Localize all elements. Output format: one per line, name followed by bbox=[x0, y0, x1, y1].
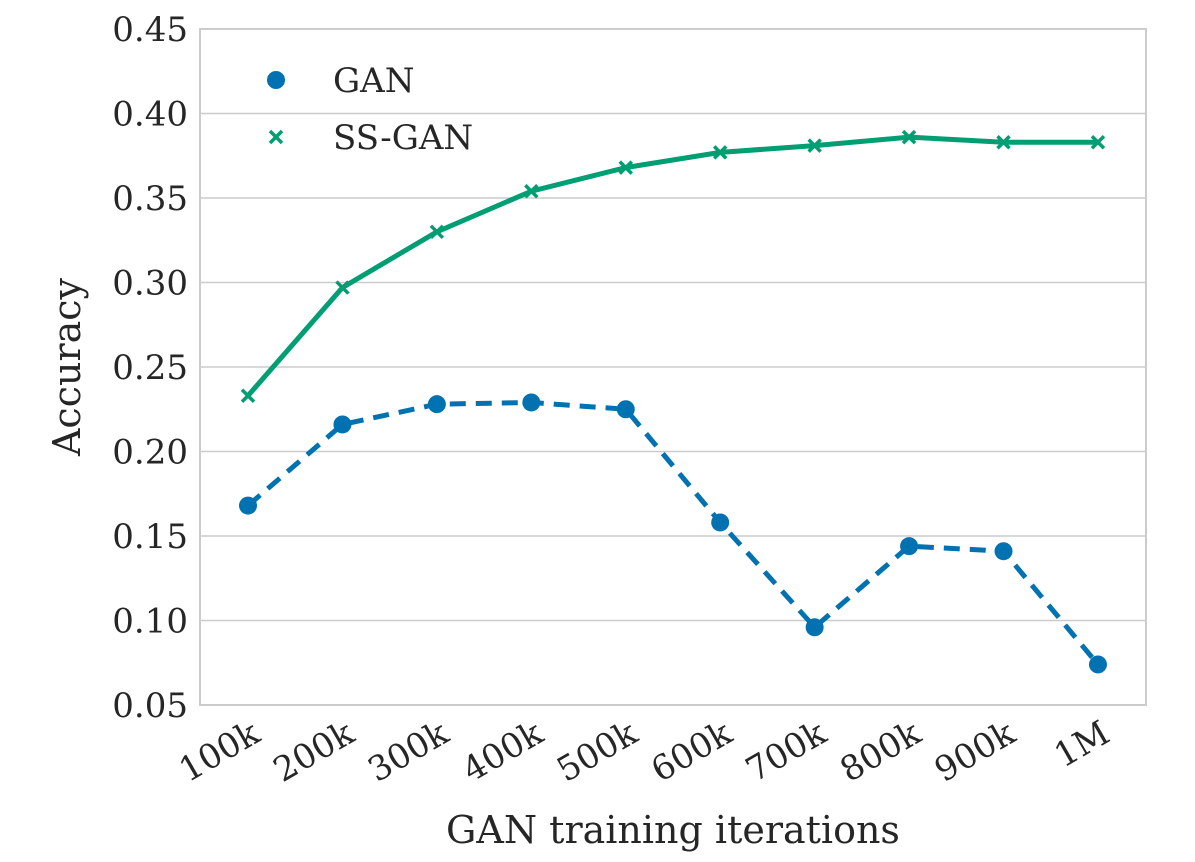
x-tick-label: 600k bbox=[645, 713, 739, 791]
legend: GAN SS-GAN bbox=[267, 61, 473, 158]
data-point bbox=[335, 280, 350, 295]
data-point bbox=[1090, 134, 1106, 150]
data-point bbox=[618, 160, 633, 175]
series-line-ss-gan bbox=[246, 134, 1098, 398]
data-point bbox=[807, 138, 822, 153]
x-tick-label: 500k bbox=[550, 713, 644, 791]
y-tick-label: 0.25 bbox=[112, 348, 188, 388]
plot-frame bbox=[199, 28, 1147, 706]
y-tick-label: 0.40 bbox=[112, 95, 188, 135]
x-axis-label: GAN training iterations bbox=[446, 808, 900, 852]
legend-marker bbox=[267, 71, 285, 89]
data-point bbox=[712, 145, 728, 160]
legend-label: SS-GAN bbox=[333, 118, 473, 158]
data-point bbox=[805, 618, 824, 637]
x-tick-label: 800k bbox=[834, 713, 928, 791]
y-tick-label: 0.30 bbox=[112, 264, 188, 304]
data-point bbox=[901, 129, 917, 145]
y-tick-label: 0.20 bbox=[112, 433, 188, 473]
y-tick-label: 0.05 bbox=[112, 686, 188, 726]
x-tick-label: 900k bbox=[928, 713, 1022, 791]
data-point bbox=[522, 393, 541, 412]
data-point bbox=[711, 513, 730, 532]
series-line-gan bbox=[246, 399, 1100, 667]
x-tick-label: 700k bbox=[739, 713, 833, 791]
legend-marker bbox=[268, 129, 284, 145]
y-tick-label: 0.45 bbox=[112, 10, 188, 50]
data-point bbox=[616, 400, 635, 419]
x-tick-label: 300k bbox=[361, 713, 455, 791]
data-point bbox=[996, 134, 1011, 150]
y-tick-label: 0.35 bbox=[112, 179, 188, 219]
legend-label: GAN bbox=[333, 61, 414, 101]
data-point bbox=[333, 415, 352, 434]
data-point bbox=[427, 395, 446, 414]
y-axis-label: Accuracy bbox=[45, 277, 89, 457]
x-tick-label: 200k bbox=[267, 713, 361, 791]
y-tick-label: 0.10 bbox=[112, 602, 188, 642]
x-tick-label: 400k bbox=[456, 713, 550, 791]
data-point bbox=[1088, 655, 1107, 674]
x-tick-label: 1M bbox=[1048, 713, 1117, 776]
y-tick-label: 0.15 bbox=[112, 517, 188, 557]
data-point bbox=[429, 224, 445, 240]
data-point bbox=[239, 496, 257, 515]
data-point bbox=[900, 537, 919, 556]
data-point bbox=[524, 184, 539, 199]
data-point bbox=[994, 542, 1013, 561]
data-point bbox=[240, 388, 256, 403]
